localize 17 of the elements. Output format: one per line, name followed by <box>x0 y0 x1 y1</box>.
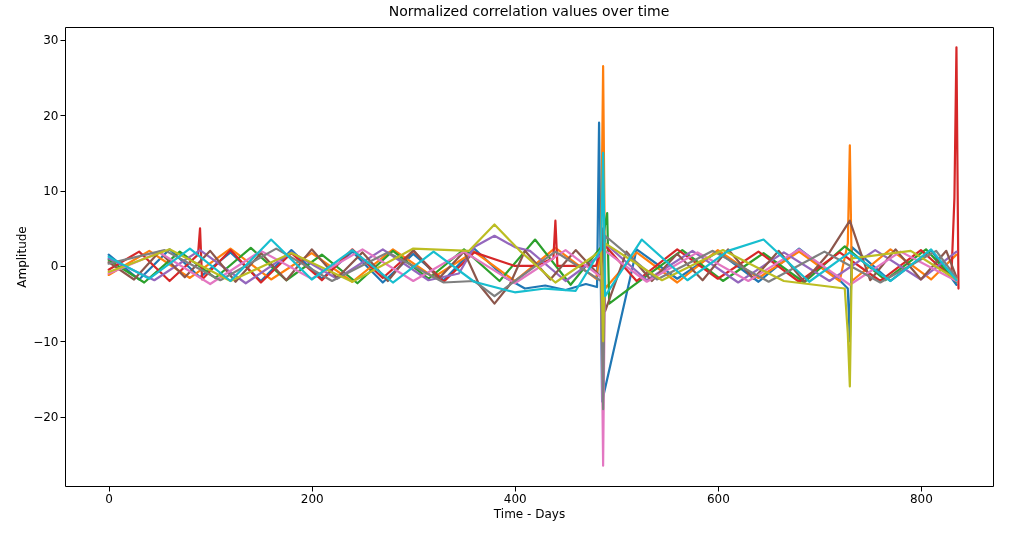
y-tick-label: 30 <box>43 33 59 48</box>
y-axis-title: Amplitude <box>15 226 30 288</box>
y-tick-label: 0 <box>50 259 59 274</box>
chart-title: Normalized correlation values over time <box>388 3 670 19</box>
line-series <box>107 234 958 411</box>
x-tick-label: 200 <box>300 491 324 506</box>
x-tick-label: 400 <box>503 491 527 506</box>
line-series <box>107 151 958 298</box>
y-tick-label: 10 <box>43 184 59 199</box>
y-tick-label: 20 <box>43 108 59 123</box>
y-tick-label: −20 <box>33 410 59 425</box>
x-axis-title: Time - Days <box>492 506 566 521</box>
y-tick-label: −10 <box>33 334 59 349</box>
x-tick-label: 0 <box>105 491 113 506</box>
line-series <box>107 223 958 388</box>
x-tick-label: 800 <box>909 491 933 506</box>
x-tick-label: 600 <box>706 491 730 506</box>
